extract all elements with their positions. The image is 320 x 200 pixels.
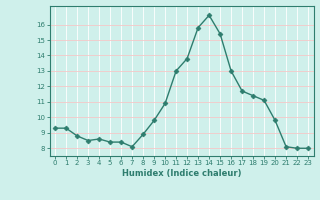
X-axis label: Humidex (Indice chaleur): Humidex (Indice chaleur) xyxy=(122,169,241,178)
